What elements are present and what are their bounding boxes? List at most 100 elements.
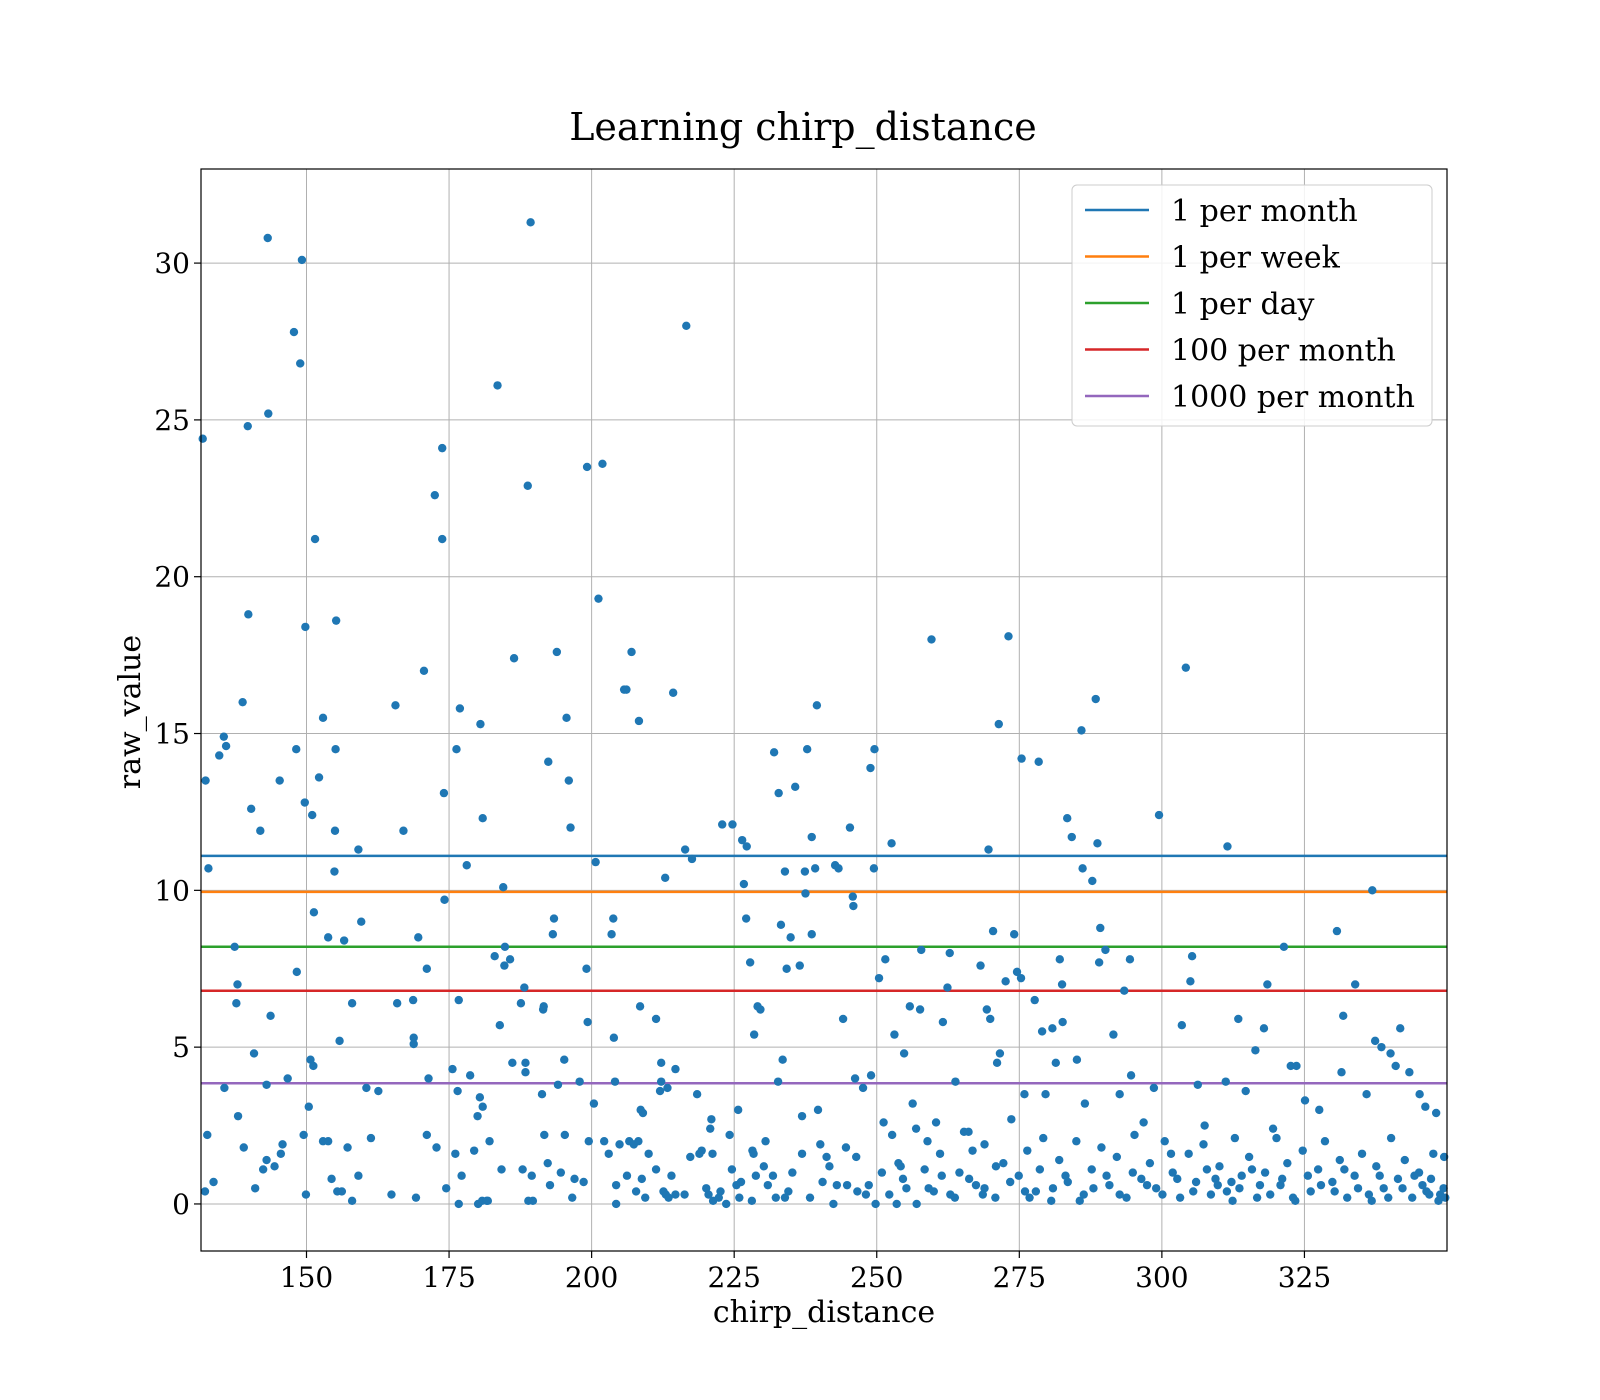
data-point [263, 233, 272, 243]
data-point [782, 964, 791, 973]
data-point [1244, 1152, 1254, 1162]
data-point [1405, 1068, 1414, 1077]
data-point [544, 757, 553, 766]
y-tick-label: 0 [172, 1188, 190, 1221]
data-point [1386, 1049, 1395, 1058]
data-point [233, 1111, 243, 1121]
data-point [490, 951, 499, 961]
data-point [1168, 1168, 1177, 1177]
data-point [483, 1196, 493, 1206]
data-point [233, 980, 242, 989]
data-point [991, 1193, 1000, 1202]
data-point [1048, 1024, 1057, 1033]
data-point [780, 1193, 790, 1202]
data-point [651, 1014, 661, 1024]
data-point [1429, 1149, 1438, 1158]
data-point [1115, 1190, 1124, 1199]
data-point [1266, 1190, 1275, 1199]
data-point [971, 1180, 981, 1190]
data-point [1193, 1080, 1203, 1089]
data-point [1222, 1187, 1232, 1196]
data-point [838, 1014, 848, 1024]
data-point [786, 933, 795, 942]
data-point [556, 1168, 566, 1177]
data-point [638, 1108, 648, 1118]
data-point [692, 1089, 702, 1099]
data-point [1362, 1089, 1371, 1099]
data-point [1328, 1177, 1337, 1187]
data-point [813, 1105, 823, 1115]
data-point [598, 459, 607, 469]
data-point [950, 1193, 960, 1202]
data-point [478, 814, 487, 823]
data-point [1012, 967, 1022, 977]
data-point [1137, 1174, 1146, 1184]
data-point [283, 1074, 292, 1083]
data-point [1241, 1086, 1250, 1096]
x-tick-label: 275 [993, 1261, 1046, 1294]
data-point [198, 434, 207, 443]
data-point [850, 1074, 860, 1083]
data-point [339, 936, 349, 945]
data-point [890, 1030, 899, 1039]
data-point [1364, 1190, 1374, 1199]
data-point [980, 1140, 989, 1149]
data-point [1332, 926, 1342, 936]
data-point [902, 1184, 911, 1193]
data-point [728, 820, 737, 829]
data-point [562, 713, 571, 723]
data-point [733, 1105, 743, 1115]
data-point [582, 964, 591, 973]
data-point [301, 622, 310, 632]
data-point [1004, 632, 1013, 641]
data-point [1139, 1118, 1148, 1127]
data-point [1199, 1140, 1208, 1149]
y-tick-label: 5 [172, 1031, 190, 1064]
data-point [1357, 1149, 1367, 1158]
data-point [584, 1137, 593, 1146]
data-point [518, 1165, 527, 1174]
data-point [832, 1180, 842, 1190]
data-point [232, 999, 241, 1008]
data-point [1379, 1184, 1388, 1193]
data-point [908, 1099, 917, 1108]
data-point [549, 914, 559, 923]
data-point [275, 776, 284, 785]
data-point [239, 1143, 248, 1152]
data-point [1393, 1174, 1403, 1184]
data-point [968, 1146, 977, 1155]
data-point [1255, 1180, 1265, 1190]
x-tick-label: 225 [707, 1261, 760, 1294]
data-point [306, 1055, 315, 1064]
data-point [1439, 1184, 1448, 1193]
data-point [374, 1086, 383, 1096]
data-point [1184, 1149, 1193, 1158]
data-point [1173, 1174, 1182, 1184]
data-point [741, 914, 751, 923]
data-point [560, 1130, 570, 1140]
data-point [1251, 1046, 1260, 1055]
data-point [1288, 1193, 1298, 1202]
data-point [1260, 1168, 1270, 1177]
data-point [931, 1118, 941, 1127]
data-point [256, 826, 265, 835]
legend-label: 100 per month [1171, 334, 1396, 369]
data-point [848, 892, 857, 901]
data-point [802, 745, 812, 754]
data-point [1223, 842, 1232, 851]
data-point [1009, 930, 1019, 939]
axis-ticks: 150 175 200 225 250 275 300 325 0 5 10 15 20 25 30 [154, 247, 1331, 1294]
data-point [991, 1162, 1001, 1171]
data-point [1200, 1121, 1209, 1130]
data-point [1191, 1177, 1201, 1187]
data-point [627, 647, 636, 657]
data-point [1340, 1165, 1349, 1174]
data-point [769, 748, 779, 757]
data-point [1372, 1162, 1381, 1171]
data-point [622, 1171, 632, 1180]
data-point [209, 1177, 218, 1187]
data-point [422, 964, 432, 973]
data-point [795, 961, 804, 970]
data-point [1410, 1171, 1419, 1180]
